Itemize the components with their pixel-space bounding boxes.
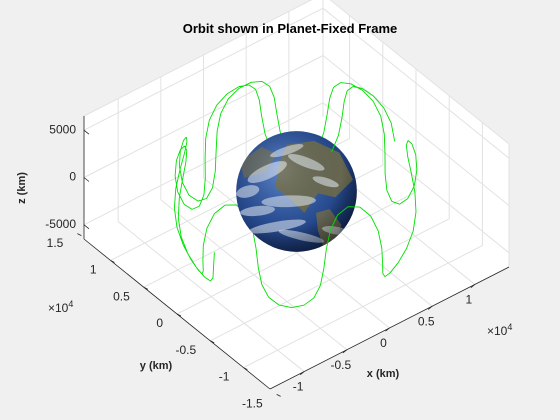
x-exponent-label: ×104 bbox=[487, 322, 512, 338]
orbit-trajectory-front bbox=[173, 80, 418, 309]
z-tick-mark bbox=[83, 177, 90, 182]
y-tick-label: 0.5 bbox=[113, 289, 130, 303]
grid-line-z bbox=[322, 55, 510, 206]
x-tick-mark bbox=[470, 284, 476, 288]
y-tick-label: 1.5 bbox=[47, 236, 64, 250]
x-tick-mark bbox=[342, 349, 348, 354]
x-tick-label: -0.5 bbox=[330, 358, 351, 372]
y-tick-mark bbox=[210, 340, 215, 344]
grid-line-z bbox=[83, 102, 324, 226]
y-tick-mark bbox=[243, 367, 248, 370]
box-edge bbox=[83, 0, 313, 117]
x-tick-mark bbox=[427, 305, 433, 310]
y-axis-label: y (km) bbox=[140, 360, 173, 372]
y-exponent-label: ×104 bbox=[48, 299, 73, 315]
y-tick-label: 1 bbox=[90, 263, 97, 277]
y-tick-label: -1.5 bbox=[242, 397, 263, 411]
grid-line-z bbox=[322, 7, 510, 159]
chart-title: Orbit shown in Planet-Fixed Frame bbox=[183, 21, 398, 36]
y-tick-mark bbox=[143, 286, 148, 290]
x-tick-label: 0.5 bbox=[418, 314, 435, 328]
z-axis-label: z (km) bbox=[16, 172, 28, 204]
z-tick-label: 5000 bbox=[49, 122, 76, 136]
x-tick-label: -1 bbox=[293, 380, 304, 394]
planet-layer bbox=[236, 131, 357, 252]
x-tick-mark bbox=[385, 327, 390, 332]
grid-line-y bbox=[209, 218, 450, 342]
y-tick-mark bbox=[276, 393, 281, 397]
box-edge bbox=[329, 0, 510, 145]
x-tick-label: 0 bbox=[380, 336, 387, 350]
z-tick-mark bbox=[83, 224, 90, 230]
grid-line-z bbox=[83, 7, 324, 131]
grid-line-y bbox=[243, 245, 483, 369]
grid-line-y bbox=[176, 191, 417, 315]
x-tick-mark bbox=[299, 371, 305, 376]
x-axis-label: x (km) bbox=[367, 368, 400, 380]
orbit-front-layer bbox=[173, 80, 418, 309]
y-tick-mark bbox=[176, 313, 182, 317]
axes-layer: -1 -0.5 0 0.5 1 -1.5 -1 -0.5 0 0.5 1 1.5 -5000 0 5000 x… bbox=[16, 116, 512, 411]
x-tick-label: 1 bbox=[466, 293, 473, 307]
y-tick-label: -0.5 bbox=[176, 343, 197, 357]
y-tick-mark bbox=[110, 260, 115, 263]
z-tick-label: -5000 bbox=[45, 217, 76, 231]
grid-line-z bbox=[83, 55, 324, 178]
y-tick-label: -1 bbox=[219, 370, 230, 384]
y-tick-mark bbox=[77, 233, 82, 237]
y-tick-label: 0 bbox=[156, 316, 163, 330]
planet-shading bbox=[236, 131, 357, 252]
z-tick-label: 0 bbox=[69, 170, 76, 184]
z-tick-mark bbox=[83, 129, 90, 135]
